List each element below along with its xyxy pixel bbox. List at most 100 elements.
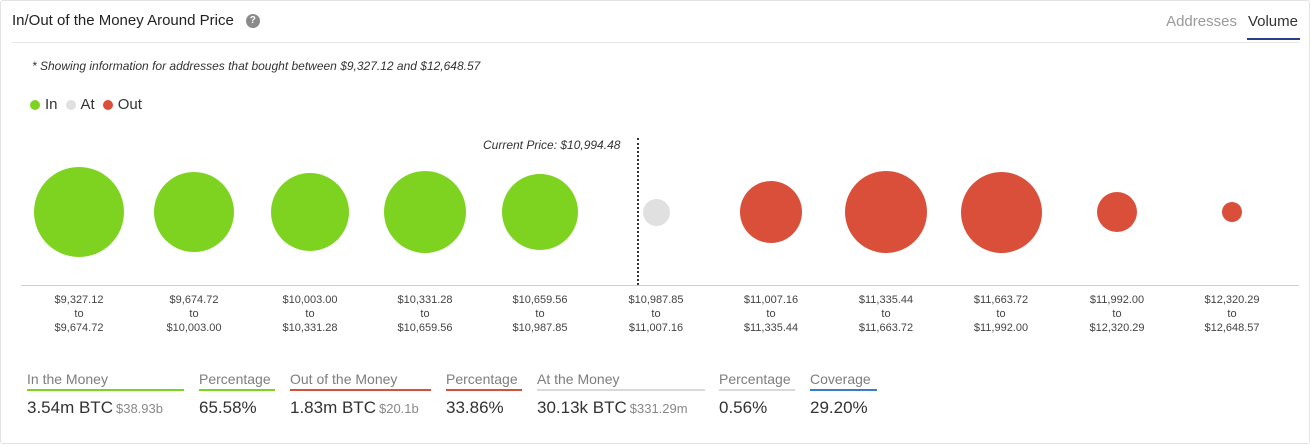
stat-label: Percentage xyxy=(446,371,522,391)
range-to: $9,674.72 xyxy=(54,322,104,334)
range-to-word: to xyxy=(766,308,776,320)
range-to-word: to xyxy=(1112,308,1122,320)
stat-label: Percentage xyxy=(719,371,795,391)
range-label: $11,007.16 to $11,335.44 xyxy=(711,293,831,335)
range-label: $10,331.28 to $10,659.56 xyxy=(365,293,485,335)
stat-usd-value: $20.1b xyxy=(378,401,419,416)
stat-item: Percentage 0.56% xyxy=(719,371,795,418)
range-to: $10,331.28 xyxy=(282,322,338,334)
range-from: $11,992.00 xyxy=(1089,294,1145,306)
legend: In At Out xyxy=(30,96,150,113)
stat-item: Coverage 29.20% xyxy=(810,371,877,418)
legend-dot-at-icon xyxy=(65,99,76,110)
range-label: $11,335.44 to $11,663.72 xyxy=(826,293,946,335)
stat-item: At the Money 30.13k BTC $331.29m xyxy=(537,371,705,418)
range-to: $10,003.00 xyxy=(166,322,222,334)
stat-value: 33.86% xyxy=(446,398,504,417)
tab-volume[interactable]: Volume xyxy=(1246,13,1300,40)
stat-label: At the Money xyxy=(537,371,705,391)
range-from: $10,331.28 xyxy=(397,294,453,306)
range-from: $11,007.16 xyxy=(743,294,799,306)
bubble-in[interactable] xyxy=(271,173,349,251)
stat-label: Percentage xyxy=(199,371,275,391)
stat-label: In the Money xyxy=(27,371,184,391)
range-label: $10,003.00 to $10,331.28 xyxy=(250,293,370,335)
bubble-at[interactable] xyxy=(642,198,670,226)
tab-addresses[interactable]: Addresses xyxy=(1166,13,1237,30)
legend-dot-in-icon xyxy=(30,99,40,110)
legend-item-at[interactable]: At xyxy=(65,96,95,113)
range-to: $11,007.16 xyxy=(628,322,684,334)
stat-value: 65.58% xyxy=(199,398,257,417)
stat-label: Coverage xyxy=(810,371,877,391)
bubble-out[interactable] xyxy=(1222,202,1242,222)
range-to: $10,987.85 xyxy=(512,322,568,334)
stat-value: 29.20% xyxy=(810,398,868,417)
stat-value: 3.54m BTC $38.93b xyxy=(27,398,163,417)
range-label: $10,659.56 to $10,987.85 xyxy=(480,293,600,335)
bubble-out[interactable] xyxy=(1097,192,1137,232)
legend-item-in[interactable]: In xyxy=(30,96,58,113)
range-label: $9,674.72 to $10,003.00 xyxy=(134,293,254,335)
range-from: $10,987.85 xyxy=(628,294,684,306)
range-from: $12,320.29 xyxy=(1204,294,1260,306)
bubble-out[interactable] xyxy=(960,171,1042,253)
range-label: $9,327.12 to $9,674.72 xyxy=(19,293,139,335)
bubble-in[interactable] xyxy=(502,174,578,250)
range-to: $11,992.00 xyxy=(973,322,1029,334)
range-note: * Showing information for addresses that… xyxy=(32,59,481,73)
bubble-chart xyxy=(1,151,1311,291)
card-title-wrap: In/Out of the Money Around Price ? xyxy=(12,12,260,29)
range-from: $11,335.44 xyxy=(858,294,914,306)
range-to-word: to xyxy=(651,308,661,320)
bubble-out[interactable] xyxy=(740,181,802,243)
bubble-in[interactable] xyxy=(154,172,234,252)
legend-dot-out-icon xyxy=(102,99,113,110)
range-from: $9,674.72 xyxy=(169,294,219,306)
range-to: $10,659.56 xyxy=(397,322,453,334)
range-from: $10,659.56 xyxy=(512,294,568,306)
bubble-in[interactable] xyxy=(384,171,466,253)
axis-line xyxy=(21,285,1299,286)
range-to-word: to xyxy=(996,308,1006,320)
range-label: $10,987.85 to $11,007.16 xyxy=(596,293,716,335)
bubble-in[interactable] xyxy=(34,167,124,257)
legend-label-out: Out xyxy=(117,96,142,113)
range-label: $11,992.00 to $12,320.29 xyxy=(1057,293,1177,335)
range-label: $11,663.72 to $11,992.00 xyxy=(941,293,1061,335)
range-from: $11,663.72 xyxy=(973,294,1029,306)
range-to-word: to xyxy=(305,308,315,320)
stat-value: 1.83m BTC $20.1b xyxy=(290,398,419,417)
stat-item: In the Money 3.54m BTC $38.93b xyxy=(27,371,184,418)
question-circle-icon[interactable]: ? xyxy=(245,13,260,28)
header-divider xyxy=(12,42,1299,43)
card-header: In/Out of the Money Around Price ? Addre… xyxy=(1,1,1311,43)
range-to: $11,663.72 xyxy=(858,322,914,334)
range-to-word: to xyxy=(74,308,84,320)
stat-value: 30.13k BTC $331.29m xyxy=(537,398,688,417)
range-to-word: to xyxy=(1227,308,1237,320)
current-price-label: Current Price: $10,994.48 xyxy=(483,138,621,152)
stat-usd-value: $331.29m xyxy=(629,401,688,416)
stat-item: Out of the Money 1.83m BTC $20.1b xyxy=(290,371,431,418)
legend-label-at: At xyxy=(80,96,95,113)
range-to: $11,335.44 xyxy=(743,322,799,334)
range-to: $12,648.57 xyxy=(1204,322,1260,334)
current-price-line xyxy=(637,138,639,285)
stat-usd-value: $38.93b xyxy=(115,401,163,416)
range-from: $10,003.00 xyxy=(282,294,338,306)
range-to-word: to xyxy=(189,308,199,320)
view-tabs: Addresses Volume xyxy=(1156,13,1300,40)
stat-label: Out of the Money xyxy=(290,371,431,391)
range-to: $12,320.29 xyxy=(1089,322,1145,334)
legend-item-out[interactable]: Out xyxy=(102,96,142,113)
stat-item: Percentage 33.86% xyxy=(446,371,522,418)
range-to-word: to xyxy=(420,308,430,320)
card-title: In/Out of the Money Around Price xyxy=(12,12,234,29)
range-to-word: to xyxy=(535,308,545,320)
stat-value: 0.56% xyxy=(719,398,768,417)
stat-item: Percentage 65.58% xyxy=(199,371,275,418)
bubble-out[interactable] xyxy=(845,171,927,253)
range-from: $9,327.12 xyxy=(54,294,104,306)
